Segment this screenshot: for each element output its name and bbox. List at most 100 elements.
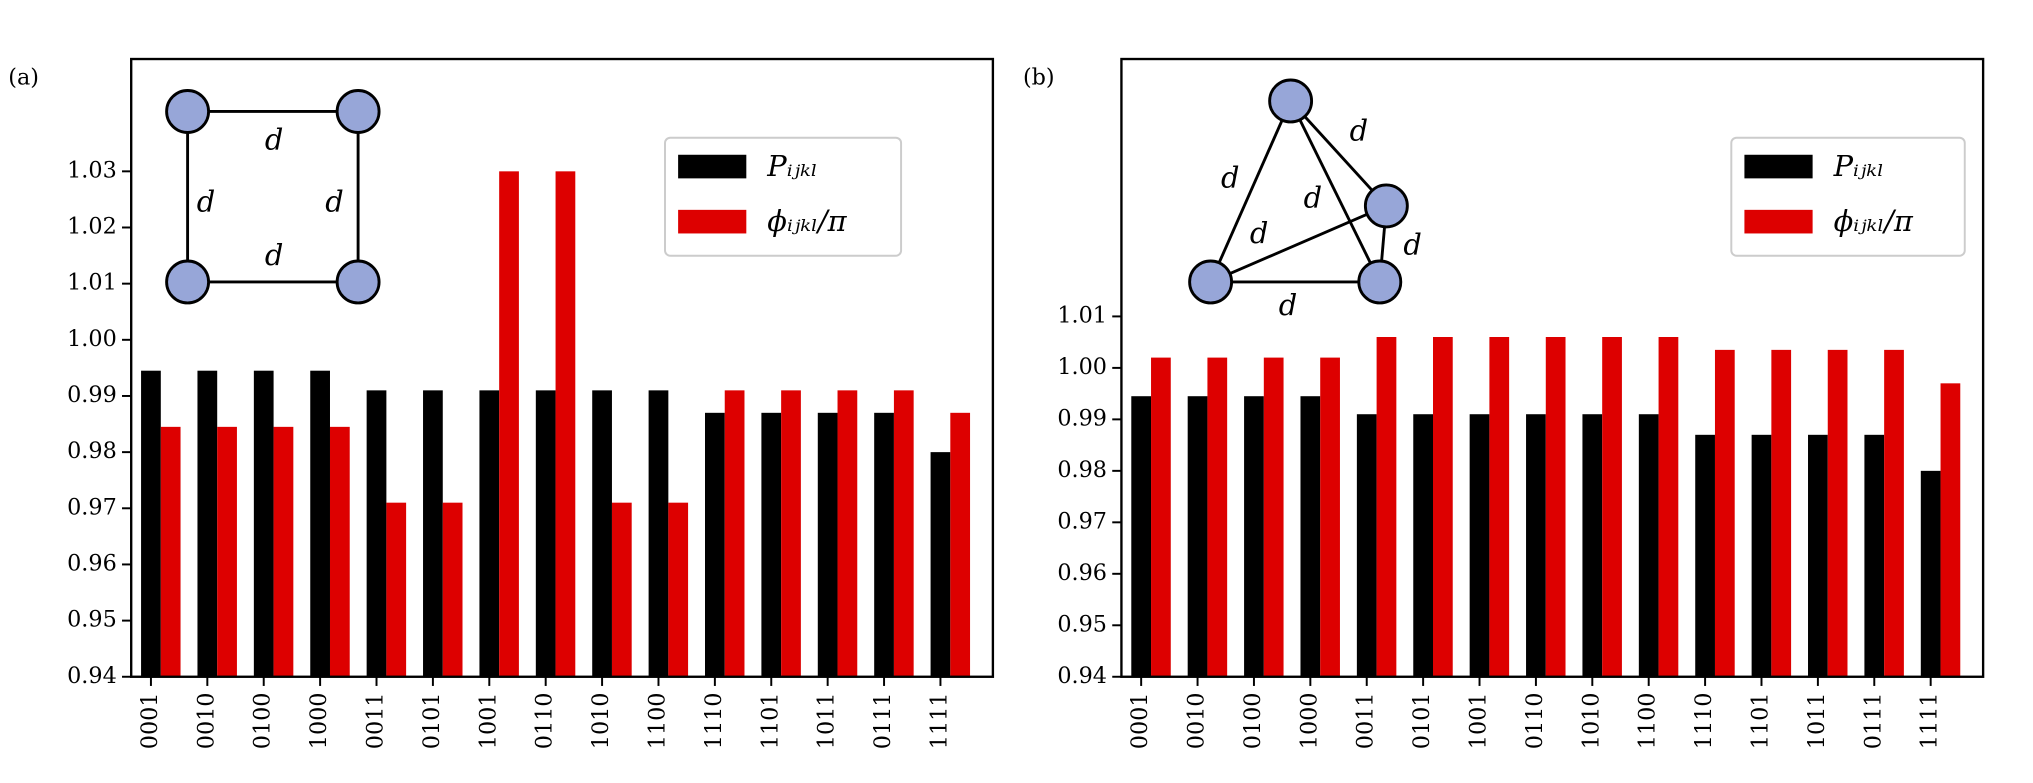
bar	[1376, 337, 1397, 677]
y-tick-label: 0.98	[1057, 457, 1107, 483]
bar	[479, 390, 500, 677]
bar	[1469, 414, 1490, 677]
y-tick-label: 0.98	[67, 438, 117, 464]
bar	[1827, 349, 1848, 677]
x-tick-label: 0011	[363, 693, 389, 750]
bar	[1808, 434, 1828, 677]
bar	[1545, 337, 1566, 677]
inset-node	[335, 89, 381, 134]
bar	[950, 412, 971, 677]
inset-edge	[1289, 100, 1382, 283]
x-tick-label: 1100	[1635, 693, 1661, 750]
legend-label: ϕᵢⱼₖₗ/π	[767, 204, 847, 238]
x-tick-label: 0010	[193, 693, 219, 750]
x-tick-label: 0101	[1409, 693, 1435, 750]
y-tick-label: 0.96	[67, 550, 117, 576]
inset-edge-label: d	[197, 184, 215, 218]
bar	[1714, 349, 1735, 677]
bar	[423, 390, 443, 677]
x-tick-label: 1101	[1747, 693, 1773, 750]
x-tick-label: 1111	[926, 693, 952, 750]
bar	[817, 412, 838, 677]
legend-swatch	[1744, 154, 1813, 179]
bar	[1489, 337, 1510, 677]
bar	[366, 390, 387, 677]
inset-edge-label: d	[265, 123, 283, 157]
legend-label: Pᵢⱼₖₗ	[1833, 149, 1884, 183]
bar	[705, 412, 725, 677]
inset-node	[1363, 183, 1409, 229]
bar	[499, 171, 519, 677]
y-tick-label: 0.99	[1057, 405, 1107, 431]
x-tick-label: 1100	[644, 693, 670, 750]
x-tick-label: 1011	[814, 693, 840, 750]
x-tick-label: 1010	[588, 693, 614, 750]
bar	[1244, 396, 1264, 677]
bar	[668, 502, 689, 677]
bar	[1413, 414, 1433, 677]
bar	[837, 390, 858, 677]
bar	[1356, 414, 1377, 677]
bar	[253, 370, 274, 677]
x-tick-label: 1110	[701, 693, 727, 750]
bar	[592, 390, 612, 677]
legend-swatch	[678, 154, 747, 179]
bar	[1940, 383, 1961, 677]
y-tick-label: 0.94	[1057, 663, 1107, 689]
x-tick-label: 0010	[1184, 693, 1210, 750]
inset-edge-label: d	[1279, 288, 1297, 322]
y-tick-label: 1.03	[67, 157, 117, 183]
y-tick-label: 1.00	[1057, 354, 1107, 380]
bar	[930, 452, 951, 677]
y-tick-label: 1.00	[67, 326, 117, 352]
bar	[160, 426, 181, 677]
x-tick-label: 0110	[532, 693, 558, 750]
inset-edge	[1209, 100, 1292, 283]
inset-node	[165, 259, 211, 305]
axes-frame	[1120, 57, 1985, 678]
y-tick-label: 0.97	[67, 494, 117, 520]
bar	[1131, 396, 1152, 677]
inset-node	[1188, 259, 1234, 305]
panel-label: (b)	[1023, 65, 1055, 91]
inset-edge-label: d	[1304, 180, 1322, 214]
bar	[1602, 337, 1622, 677]
bar	[1432, 337, 1453, 677]
inset-node	[1268, 78, 1314, 124]
x-tick-label: 1000	[306, 693, 332, 750]
inset-node	[165, 89, 211, 134]
bar	[781, 390, 801, 677]
bar	[1920, 470, 1941, 677]
axes-frame	[130, 57, 995, 678]
bar	[1300, 396, 1321, 677]
bar	[197, 370, 218, 677]
x-tick-label: 1001	[1466, 693, 1492, 750]
bar	[310, 370, 330, 677]
inset-node	[335, 259, 381, 305]
y-tick-label: 0.95	[67, 607, 117, 633]
y-tick-label: 1.01	[67, 270, 117, 296]
inset-edge	[1210, 204, 1387, 284]
inset-node	[1357, 259, 1403, 305]
y-tick-label: 0.95	[1057, 611, 1107, 637]
bar	[874, 412, 894, 677]
y-tick-label: 1.01	[1057, 302, 1107, 328]
bar	[1864, 434, 1885, 677]
inset-edge-label: d	[1250, 216, 1268, 250]
bar	[273, 426, 294, 677]
bar	[141, 370, 161, 677]
y-tick-label: 0.94	[67, 663, 117, 689]
bar	[893, 390, 914, 677]
inset-edge-label: d	[1403, 228, 1421, 262]
bar	[1695, 434, 1715, 677]
bar	[329, 426, 350, 677]
inset-edge-label: d	[325, 184, 343, 218]
bar	[1658, 337, 1679, 677]
y-tick-label: 1.02	[67, 213, 117, 239]
x-tick-label: 1110	[1691, 693, 1717, 750]
x-tick-label: 1000	[1296, 693, 1322, 750]
bar	[386, 502, 407, 677]
bar	[1187, 396, 1208, 677]
